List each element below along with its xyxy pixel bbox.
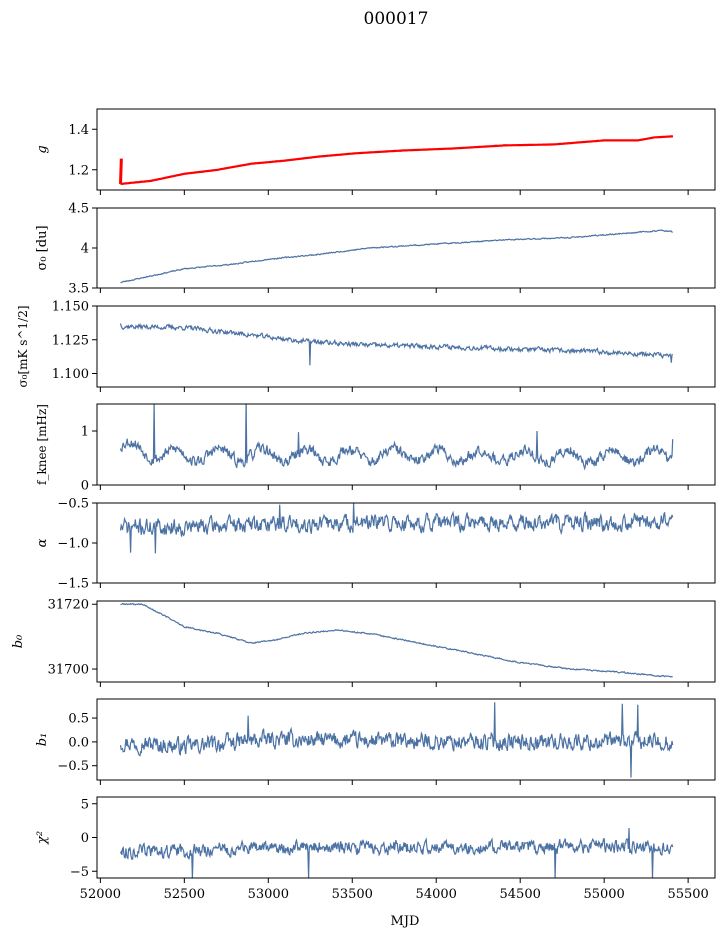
y-tick-label: −1.0 <box>57 537 89 552</box>
series-line-sigma0_du <box>120 229 673 284</box>
x-tick-label: 55500 <box>667 887 708 902</box>
y-axis-label-b1: b₁ <box>35 733 50 747</box>
y-axis-label-sigma0-mks: σ₀[mK s^1/2] <box>16 305 30 387</box>
series-line-b1 <box>119 702 674 778</box>
y-tick-label: 31720 <box>48 598 89 613</box>
y-tick-label: 3.5 <box>68 282 89 297</box>
figure-title: 000017 <box>364 9 429 29</box>
y-axis-label-chi2: χ² <box>35 831 50 845</box>
y-tick-label: 1.150 <box>52 300 89 315</box>
axes-frame <box>96 108 716 191</box>
y-axis-label-alpha: α <box>35 538 50 547</box>
panel-alpha: α −1.5 −1.0 −0.5 <box>35 497 716 592</box>
y-tick-label: −0.5 <box>57 759 89 774</box>
y-tick-label: 1.125 <box>52 333 89 348</box>
y-tick-label: 1.4 <box>68 123 89 138</box>
y-tick-label: 1.100 <box>52 367 89 382</box>
axes-frame <box>96 207 716 289</box>
fit-spike-g <box>119 158 123 184</box>
series-line-alpha <box>119 503 674 554</box>
axes-frame <box>96 796 716 879</box>
y-tick-label: 0 <box>81 831 89 846</box>
axes-frame <box>96 305 716 388</box>
panel-chi2: χ² −5 0 5 52000 52500 53000 53500 54000 54500 550… <box>35 796 716 902</box>
series-line-chi2 <box>119 827 674 878</box>
series-line-b0 <box>120 602 673 678</box>
panel-fknee: f_knee [mHz] 0 1 <box>35 403 716 494</box>
x-tick-label: 52000 <box>80 887 121 902</box>
y-tick-label: 1 <box>81 425 89 440</box>
axes-frame <box>96 600 716 683</box>
y-tick-label: 5 <box>81 797 89 812</box>
panel-b1: b₁ −0.5 0.0 0.5 <box>35 698 716 785</box>
y-axis-label-b0: b₀ <box>11 634 26 648</box>
series-line-fknee <box>119 404 674 471</box>
x-axis-label: MJD <box>391 914 420 929</box>
y-axis-label-fknee: f_knee [mHz] <box>35 404 49 485</box>
x-tick-label: 54000 <box>416 887 457 902</box>
y-axis-label-g: g <box>35 145 50 153</box>
x-tick-label: 54500 <box>500 887 541 902</box>
panel-g: g 1.2 1.4 <box>35 108 716 195</box>
panel-sigma0-mks: σ₀[mK s^1/2] 1.100 1.125 1.150 <box>16 300 716 392</box>
y-tick-label: 1.2 <box>68 163 89 178</box>
axes-frame <box>96 403 716 486</box>
x-tick-label: 53500 <box>332 887 373 902</box>
panel-b0: b₀ 31700 31720 <box>11 598 716 687</box>
panel-sigma0-du: σ₀ [du] 3.5 4 4.5 <box>35 202 716 297</box>
x-tick-label: 53000 <box>248 887 289 902</box>
axes-frame <box>96 698 716 781</box>
y-tick-label: 0.5 <box>68 712 89 727</box>
series-line-g <box>120 135 673 185</box>
axes-frame <box>96 502 716 584</box>
y-tick-label: 0.0 <box>68 735 89 750</box>
y-tick-label: 4.5 <box>68 202 89 217</box>
y-tick-label: −5 <box>70 865 89 880</box>
y-tick-label: 0 <box>81 479 89 494</box>
series-line-sigma0_mks <box>119 322 673 366</box>
x-tick-label: 52500 <box>164 887 205 902</box>
y-tick-label: 4 <box>81 242 89 257</box>
y-tick-label: −0.5 <box>57 497 89 512</box>
y-axis-label-sigma0-du: σ₀ [du] <box>35 225 50 270</box>
y-tick-label: 31700 <box>48 663 89 678</box>
y-tick-label: −1.5 <box>57 577 89 592</box>
x-tick-label: 55000 <box>583 887 624 902</box>
fit-line-g <box>120 135 674 185</box>
